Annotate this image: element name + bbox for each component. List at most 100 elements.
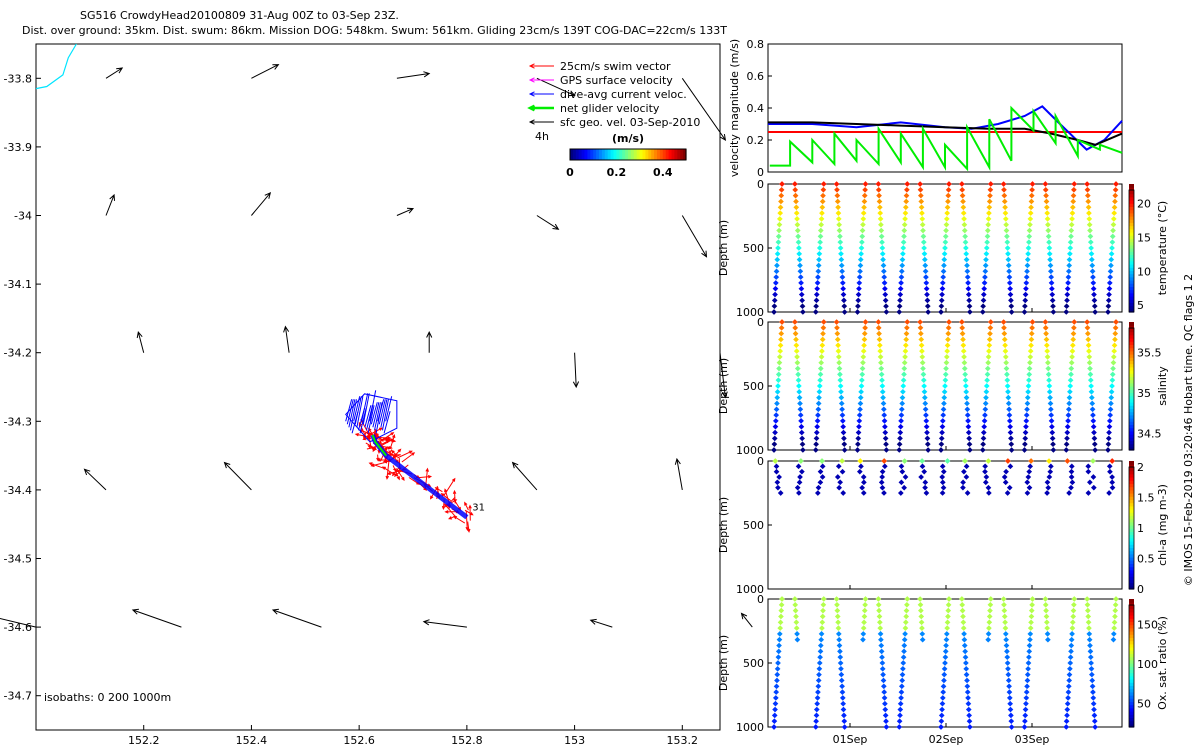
profile-colorbar-cell xyxy=(1129,338,1134,342)
profile-data-point xyxy=(1111,342,1118,349)
profile-data-point xyxy=(941,389,948,395)
map-ytick-label: -34.2 xyxy=(4,347,32,360)
profile-data-point xyxy=(1049,423,1055,430)
profile-data-point xyxy=(835,354,842,360)
profile-data-point xyxy=(876,198,883,205)
profile-data-point xyxy=(960,204,967,211)
profile-colorbar-cell xyxy=(1129,437,1134,441)
profile-data-point xyxy=(839,468,846,475)
profile-colorbar-cell xyxy=(1129,509,1134,513)
profile-colorbar-cell xyxy=(1129,659,1134,664)
profile-data-point xyxy=(861,619,867,626)
profile-data-point xyxy=(880,677,887,684)
geo-velocity-arrow xyxy=(396,207,415,216)
profile-data-point xyxy=(775,245,781,251)
map-colorbar-cell xyxy=(587,149,591,160)
map-colorbar-cell xyxy=(593,149,597,160)
profile-data-point xyxy=(820,601,827,608)
profile-data-point xyxy=(940,484,947,491)
profile-data-point xyxy=(1045,365,1052,372)
geo-velocity-arrow xyxy=(105,67,124,79)
profile-data-point xyxy=(773,463,780,470)
profile-data-point xyxy=(815,412,821,418)
profile-data-point xyxy=(798,458,804,464)
map-xtick-label: 152.2 xyxy=(128,734,160,747)
profile-data-point xyxy=(1112,330,1119,337)
profile-data-point xyxy=(1048,418,1055,424)
profile-data-point xyxy=(962,458,968,464)
profile-colorbar-cell xyxy=(1129,688,1134,693)
profile-data-point xyxy=(921,388,928,395)
profile-data-point xyxy=(1069,619,1076,626)
map-ytick-label: -34.5 xyxy=(4,553,32,566)
profile-data-point xyxy=(882,291,889,298)
profile-ytick-label: 1000 xyxy=(736,444,764,457)
profile-data-point xyxy=(838,665,844,672)
profile-data-point xyxy=(856,412,863,418)
profile-data-point xyxy=(1024,671,1031,678)
profile-data-point xyxy=(1090,285,1097,292)
velocity-ytick-label: 0.4 xyxy=(747,102,765,115)
profile-data-point xyxy=(919,348,925,354)
profile-colorbar-cell xyxy=(1129,331,1134,336)
profile-data-point xyxy=(919,631,926,637)
profile-data-point xyxy=(938,441,945,447)
profile-data-point xyxy=(939,423,946,430)
section-xtick-label: 02Sep xyxy=(929,733,964,746)
profile-data-point xyxy=(820,607,826,614)
profile-data-point xyxy=(962,377,969,384)
profile-data-point xyxy=(837,654,844,660)
profile-colorbar-cell xyxy=(1129,669,1134,674)
profile-data-point xyxy=(1071,181,1078,187)
profile-data-point xyxy=(1003,636,1009,643)
profile-data-point xyxy=(1086,221,1093,228)
profile-data-point xyxy=(834,198,841,205)
profile-data-point xyxy=(1005,400,1012,407)
profile-data-point xyxy=(1067,665,1073,672)
geo-velocity-arrow xyxy=(674,457,683,490)
profile-data-point xyxy=(779,596,785,602)
profile-data-point xyxy=(882,706,889,713)
profile-data-point xyxy=(794,354,800,360)
profile-data-point xyxy=(982,268,989,275)
profile-colorbar-cell xyxy=(1129,602,1134,606)
profile-data-point xyxy=(962,648,968,655)
profile-data-point xyxy=(945,602,952,608)
profile-data-point xyxy=(987,601,994,608)
profile-data-point xyxy=(1088,665,1095,672)
profile-data-point xyxy=(1001,613,1008,620)
profile-data-point xyxy=(1042,325,1049,331)
map-colorbar-cell xyxy=(572,149,577,160)
profile-colorbar-frame xyxy=(1128,604,1135,728)
profile-data-point xyxy=(1085,192,1091,199)
profile-data-point xyxy=(879,377,885,384)
profile-data-point xyxy=(1005,665,1011,672)
profile-colorbar-cell xyxy=(1129,196,1134,201)
profile-data-point xyxy=(982,479,989,486)
profile-data-point xyxy=(943,631,950,637)
profile-data-point xyxy=(1105,447,1111,453)
profile-data-point xyxy=(840,291,847,298)
profile-data-point xyxy=(1006,280,1013,286)
profile-colorbar-cell xyxy=(1129,392,1134,397)
profile-data-point xyxy=(816,671,822,678)
profile-data-point xyxy=(776,636,783,643)
profile-data-point xyxy=(861,198,868,205)
profile-data-point xyxy=(1004,233,1010,240)
profile-data-point xyxy=(982,412,988,418)
profile-data-point xyxy=(1028,613,1035,620)
profile-data-point xyxy=(1027,221,1033,228)
profile-colorbar-tick-label: 15 xyxy=(1137,231,1151,244)
profile-data-point xyxy=(771,724,777,730)
profile-data-point xyxy=(902,619,909,626)
profile-data-point xyxy=(860,490,867,496)
profile-data-point xyxy=(1028,342,1034,349)
profile-data-point xyxy=(919,625,925,631)
profile-data-point xyxy=(1025,383,1032,389)
profile-colorbar-cell xyxy=(1129,618,1134,622)
profile-data-point xyxy=(1065,406,1072,413)
profile-colorbar-cell xyxy=(1129,541,1134,545)
profile-colorbar-cell xyxy=(1129,373,1134,377)
profile-data-point xyxy=(1022,718,1028,724)
profile-data-point xyxy=(1106,285,1113,292)
